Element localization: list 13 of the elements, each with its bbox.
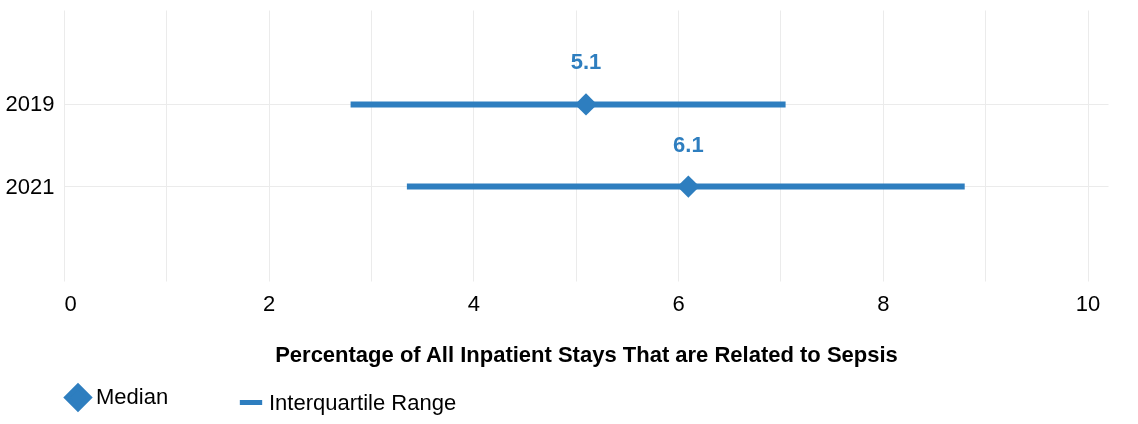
x-tick-label: 0: [64, 290, 77, 316]
x-tick-label: 10: [1075, 290, 1101, 316]
x-tick-label: 6: [672, 290, 685, 316]
y-tick-label: 2021: [5, 173, 55, 199]
y-tick-label: 2019: [5, 91, 55, 117]
x-tick-label: 2: [263, 290, 276, 316]
data-label: 5.1: [570, 49, 602, 75]
data-label: 6.1: [673, 131, 704, 157]
legend-label: Median: [96, 384, 169, 410]
x-tick-label: 8: [877, 290, 890, 316]
x-axis-title: Percentage of All Inpatient Stays That are Related to Sepsis: [275, 341, 898, 367]
legend-label: Interquartile Range: [269, 389, 457, 415]
x-tick-label: 4: [467, 290, 481, 316]
